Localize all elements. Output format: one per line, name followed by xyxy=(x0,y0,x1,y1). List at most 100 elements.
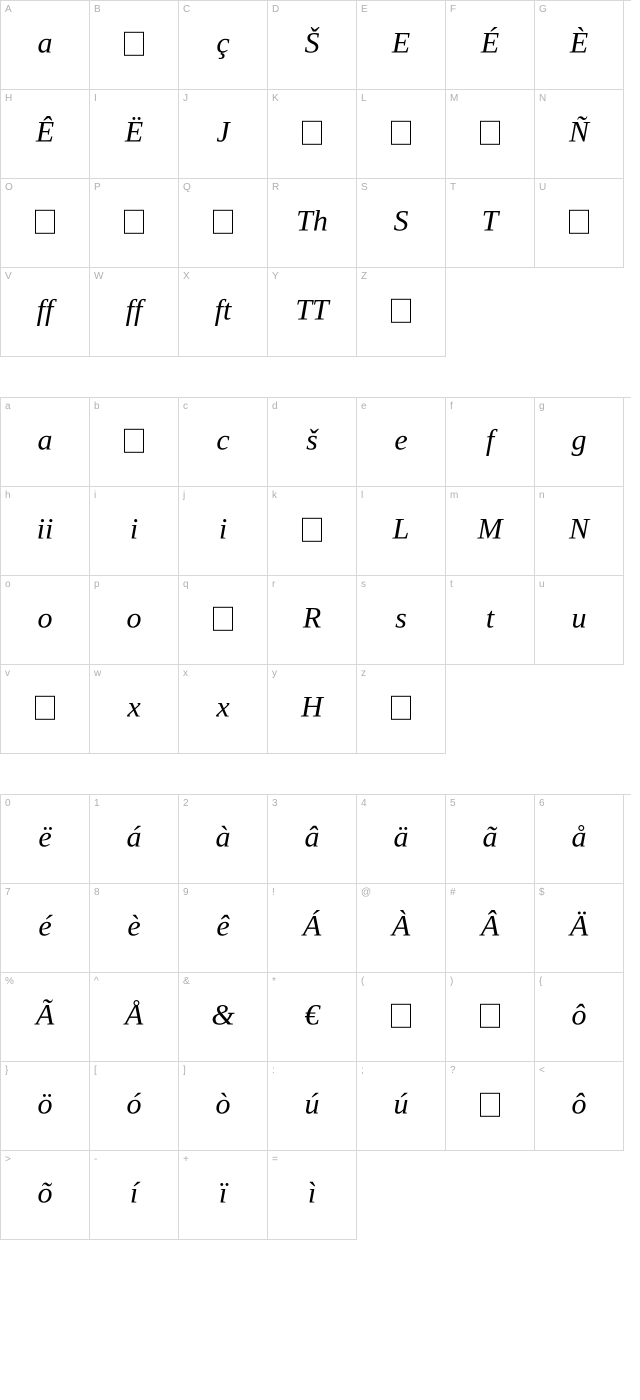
character-cell[interactable]: +ï xyxy=(179,1151,268,1240)
character-cell[interactable]: [ó xyxy=(90,1062,179,1151)
cell-glyph: ft xyxy=(215,296,232,326)
character-cell[interactable]: !Á xyxy=(268,884,357,973)
cell-glyph: ô xyxy=(572,1001,587,1031)
character-cell[interactable]: Xft xyxy=(179,268,268,357)
character-cell[interactable]: && xyxy=(179,973,268,1062)
character-cell[interactable]: NÑ xyxy=(535,90,624,179)
character-cell[interactable]: q xyxy=(179,576,268,665)
character-cell[interactable]: 9ê xyxy=(179,884,268,973)
character-cell[interactable]: K xyxy=(268,90,357,179)
character-cell[interactable]: k xyxy=(268,487,357,576)
character-cell[interactable]: ? xyxy=(446,1062,535,1151)
cell-glyph: ï xyxy=(219,1179,227,1209)
character-cell[interactable]: 7é xyxy=(1,884,90,973)
character-cell[interactable]: mM xyxy=(446,487,535,576)
character-cell[interactable]: ) xyxy=(446,973,535,1062)
character-cell[interactable]: :ú xyxy=(268,1062,357,1151)
character-cell[interactable]: nN xyxy=(535,487,624,576)
character-cell[interactable]: 5ã xyxy=(446,795,535,884)
character-cell[interactable]: 8è xyxy=(90,884,179,973)
character-cell[interactable]: JJ xyxy=(179,90,268,179)
character-cell[interactable]: *€ xyxy=(268,973,357,1062)
cell-label: [ xyxy=(94,1065,97,1076)
character-cell[interactable]: cc xyxy=(179,398,268,487)
character-grid: 0ë1á2à3â4ä5ã6å 7é8è9ê!Á@À#Â$Ä %Ã^Å&&*€(){ô… xyxy=(0,794,631,1240)
character-cell[interactable]: 4ä xyxy=(357,795,446,884)
character-cell[interactable]: tt xyxy=(446,576,535,665)
character-cell[interactable]: oo xyxy=(1,576,90,665)
cell-glyph: t xyxy=(486,604,494,634)
cell-label: z xyxy=(361,668,366,679)
character-cell[interactable]: wx xyxy=(90,665,179,754)
character-cell[interactable]: EE xyxy=(357,1,446,90)
character-cell[interactable]: L xyxy=(357,90,446,179)
character-cell[interactable]: GÈ xyxy=(535,1,624,90)
character-cell[interactable]: DŠ xyxy=(268,1,357,90)
character-cell[interactable]: IË xyxy=(90,90,179,179)
character-cell[interactable]: M xyxy=(446,90,535,179)
character-cell[interactable]: ss xyxy=(357,576,446,665)
character-cell[interactable]: =ì xyxy=(268,1151,357,1240)
character-cell[interactable]: Vff xyxy=(1,268,90,357)
cell-glyph: Ã xyxy=(36,1001,54,1031)
character-cell[interactable]: uu xyxy=(535,576,624,665)
character-cell[interactable]: ii xyxy=(90,487,179,576)
character-cell[interactable]: {ô xyxy=(535,973,624,1062)
character-cell[interactable]: aa xyxy=(1,398,90,487)
character-cell[interactable]: }ö xyxy=(1,1062,90,1151)
character-cell[interactable]: 2à xyxy=(179,795,268,884)
character-cell[interactable]: b xyxy=(90,398,179,487)
character-cell[interactable]: lL xyxy=(357,487,446,576)
character-cell[interactable]: v xyxy=(1,665,90,754)
character-cell[interactable]: xx xyxy=(179,665,268,754)
character-cell[interactable]: %Ã xyxy=(1,973,90,1062)
character-cell[interactable]: z xyxy=(357,665,446,754)
cell-label: X xyxy=(183,271,190,282)
character-cell[interactable]: B xyxy=(90,1,179,90)
character-cell[interactable]: HÊ xyxy=(1,90,90,179)
character-cell[interactable]: ( xyxy=(357,973,446,1062)
character-cell[interactable]: SS xyxy=(357,179,446,268)
character-cell[interactable]: ;ú xyxy=(357,1062,446,1151)
character-cell[interactable]: rR xyxy=(268,576,357,665)
character-cell[interactable]: RTh xyxy=(268,179,357,268)
character-cell[interactable]: 3â xyxy=(268,795,357,884)
character-cell[interactable]: @À xyxy=(357,884,446,973)
character-cell[interactable]: gg xyxy=(535,398,624,487)
character-cell[interactable]: YTT xyxy=(268,268,357,357)
cell-label: l xyxy=(361,490,363,501)
character-cell[interactable]: ji xyxy=(179,487,268,576)
character-cell[interactable]: ff xyxy=(446,398,535,487)
character-cell[interactable]: Cç xyxy=(179,1,268,90)
character-cell[interactable]: ee xyxy=(357,398,446,487)
character-cell[interactable]: Wff xyxy=(90,268,179,357)
character-cell[interactable]: dš xyxy=(268,398,357,487)
character-cell[interactable]: po xyxy=(90,576,179,665)
character-cell[interactable]: TT xyxy=(446,179,535,268)
character-cell[interactable]: >õ xyxy=(1,1151,90,1240)
character-cell[interactable]: FÉ xyxy=(446,1,535,90)
character-cell[interactable]: <ô xyxy=(535,1062,624,1151)
character-cell[interactable]: Q xyxy=(179,179,268,268)
character-cell[interactable]: Z xyxy=(357,268,446,357)
character-cell[interactable]: 6å xyxy=(535,795,624,884)
character-cell[interactable]: ]ò xyxy=(179,1062,268,1151)
character-cell[interactable]: U xyxy=(535,179,624,268)
cell-label: H xyxy=(5,93,12,104)
character-cell[interactable]: -í xyxy=(90,1151,179,1240)
character-cell[interactable]: yH xyxy=(268,665,357,754)
cell-label: S xyxy=(361,182,368,193)
cell-label: w xyxy=(94,668,101,679)
character-cell[interactable]: 1á xyxy=(90,795,179,884)
cell-glyph: ff xyxy=(37,296,54,326)
character-cell[interactable]: O xyxy=(1,179,90,268)
character-cell[interactable]: 0ë xyxy=(1,795,90,884)
character-cell[interactable]: P xyxy=(90,179,179,268)
cell-label: 1 xyxy=(94,798,100,809)
character-cell[interactable]: ^Å xyxy=(90,973,179,1062)
character-cell[interactable]: hii xyxy=(1,487,90,576)
cell-glyph: ã xyxy=(483,823,498,853)
character-cell[interactable]: $Ä xyxy=(535,884,624,973)
character-cell[interactable]: Aa xyxy=(1,1,90,90)
character-cell[interactable]: #Â xyxy=(446,884,535,973)
